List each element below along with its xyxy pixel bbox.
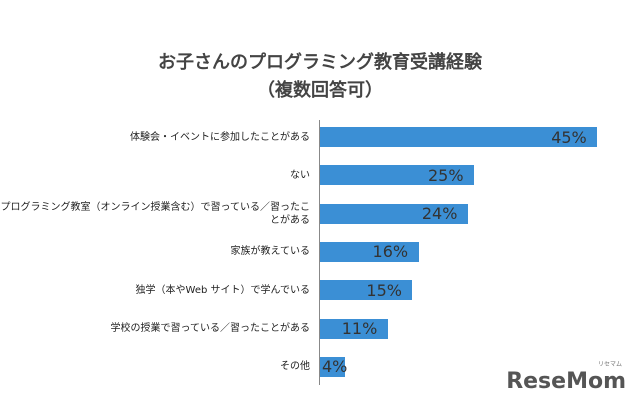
value-label: 4% bbox=[322, 357, 348, 377]
value-label: 45% bbox=[551, 127, 587, 147]
bar bbox=[320, 203, 468, 224]
bar bbox=[320, 165, 474, 186]
category-label: 独学（本やWeb サイト）で学んでいる bbox=[135, 284, 310, 296]
value-label: 11% bbox=[341, 319, 378, 338]
category-label: ない bbox=[290, 169, 310, 181]
watermark-small: リセマム bbox=[597, 361, 622, 368]
category-label: その他 bbox=[280, 361, 310, 373]
value-label: 15% bbox=[366, 280, 402, 300]
bar bbox=[320, 127, 598, 147]
bar bbox=[320, 241, 419, 262]
chart-subtitle: （複数回答可） bbox=[257, 80, 383, 101]
category-label: 学校の授業で習っている／習ったことがある bbox=[110, 323, 311, 334]
watermark: ReseMom bbox=[506, 369, 626, 394]
category-label: 体験会・イベントに参加したことがある bbox=[130, 131, 310, 143]
bar bbox=[320, 280, 413, 301]
chart-title: お子さんのプログラミング教育受講経験 bbox=[158, 52, 482, 73]
value-label: 16% bbox=[372, 242, 409, 262]
value-label: 24% bbox=[421, 204, 458, 224]
value-label: 25% bbox=[428, 165, 464, 185]
category-label: 家族が教えている bbox=[230, 246, 311, 258]
axis-line bbox=[319, 120, 320, 385]
bar bbox=[320, 356, 345, 377]
category-label: プログラミング教室（オンライン授業含む）で習っている／習ったことがある bbox=[0, 201, 311, 226]
bar bbox=[320, 318, 388, 339]
